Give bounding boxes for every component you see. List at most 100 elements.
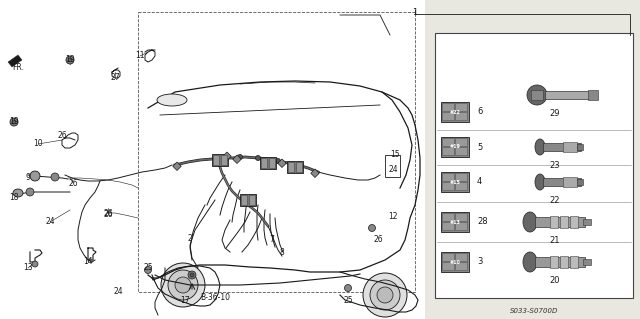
Bar — [269, 158, 275, 168]
Bar — [441, 102, 469, 122]
Bar — [287, 161, 303, 173]
Bar — [296, 162, 302, 172]
Text: #10: #10 — [449, 259, 460, 264]
Bar — [441, 172, 469, 192]
Bar — [138, 12, 415, 292]
Bar — [543, 143, 581, 151]
Bar — [213, 155, 219, 165]
Text: 9: 9 — [26, 174, 31, 182]
Bar — [550, 216, 558, 228]
Text: 25: 25 — [143, 263, 153, 272]
Circle shape — [32, 261, 38, 267]
Bar — [223, 152, 231, 160]
Text: 29: 29 — [550, 109, 560, 118]
Circle shape — [168, 270, 198, 300]
Text: S033-S0700D: S033-S0700D — [510, 308, 558, 314]
Text: 23: 23 — [550, 161, 560, 170]
Bar — [560, 256, 568, 268]
Bar — [260, 157, 276, 169]
Ellipse shape — [523, 252, 537, 272]
Circle shape — [370, 280, 400, 310]
Text: 4: 4 — [477, 177, 483, 187]
Bar — [261, 158, 267, 168]
Text: 8: 8 — [280, 248, 284, 257]
Bar — [249, 195, 255, 205]
Bar — [173, 162, 181, 170]
Bar — [535, 257, 585, 267]
Text: 18: 18 — [9, 192, 19, 202]
Text: 24: 24 — [45, 218, 55, 226]
Bar — [442, 213, 454, 221]
Ellipse shape — [535, 174, 545, 190]
Circle shape — [161, 263, 205, 307]
Ellipse shape — [13, 189, 23, 197]
Circle shape — [363, 273, 407, 317]
Circle shape — [296, 162, 301, 167]
Ellipse shape — [157, 94, 187, 106]
Bar — [531, 90, 543, 100]
Circle shape — [377, 287, 393, 303]
Ellipse shape — [523, 212, 537, 232]
Text: 7: 7 — [269, 235, 275, 244]
Text: #19: #19 — [449, 145, 461, 150]
Text: 26: 26 — [373, 235, 383, 244]
Bar — [442, 103, 454, 111]
Text: 10: 10 — [33, 139, 43, 149]
Bar — [455, 182, 467, 190]
Circle shape — [66, 56, 74, 64]
Bar — [545, 91, 590, 99]
Circle shape — [190, 273, 194, 277]
Bar — [241, 195, 247, 205]
Bar — [442, 138, 454, 146]
Bar — [570, 216, 578, 228]
Bar — [455, 222, 467, 230]
Bar — [560, 216, 568, 228]
Text: #15: #15 — [449, 180, 460, 184]
Bar — [550, 256, 558, 268]
Text: 19: 19 — [9, 117, 19, 127]
Bar — [588, 90, 598, 100]
Text: 22: 22 — [550, 196, 560, 205]
Text: 24: 24 — [113, 287, 123, 296]
Circle shape — [369, 225, 376, 232]
Ellipse shape — [527, 85, 547, 105]
Circle shape — [344, 285, 351, 292]
Text: 25: 25 — [343, 296, 353, 305]
Text: 27: 27 — [110, 73, 120, 83]
Bar — [563, 142, 577, 152]
Text: 19: 19 — [65, 56, 75, 64]
Circle shape — [188, 271, 196, 279]
Text: 28: 28 — [477, 218, 488, 226]
Circle shape — [255, 155, 260, 160]
Text: B-36-10: B-36-10 — [200, 293, 230, 302]
Text: 17: 17 — [180, 296, 190, 305]
Bar — [455, 112, 467, 120]
Bar — [435, 33, 633, 298]
Bar — [0, 0, 425, 319]
Text: 26: 26 — [103, 209, 113, 218]
Text: 20: 20 — [550, 276, 560, 285]
Bar — [441, 137, 469, 157]
Bar — [563, 177, 577, 187]
Text: FR.: FR. — [12, 63, 24, 72]
Text: 2: 2 — [188, 234, 193, 243]
Bar — [442, 262, 454, 270]
Bar — [455, 138, 467, 146]
Bar — [311, 169, 319, 177]
Bar — [240, 194, 256, 206]
Bar — [577, 144, 583, 150]
Circle shape — [68, 58, 72, 62]
Text: 12: 12 — [388, 212, 397, 221]
Ellipse shape — [535, 139, 545, 155]
Text: 15: 15 — [390, 150, 400, 159]
Bar — [233, 155, 241, 163]
Text: 5: 5 — [477, 143, 483, 152]
Text: 11: 11 — [135, 51, 145, 61]
Text: #13: #13 — [449, 219, 460, 225]
Text: 3: 3 — [477, 257, 483, 266]
Text: #22: #22 — [449, 109, 460, 115]
Bar — [442, 222, 454, 230]
Bar — [455, 253, 467, 261]
Bar — [441, 252, 469, 272]
Bar — [455, 262, 467, 270]
